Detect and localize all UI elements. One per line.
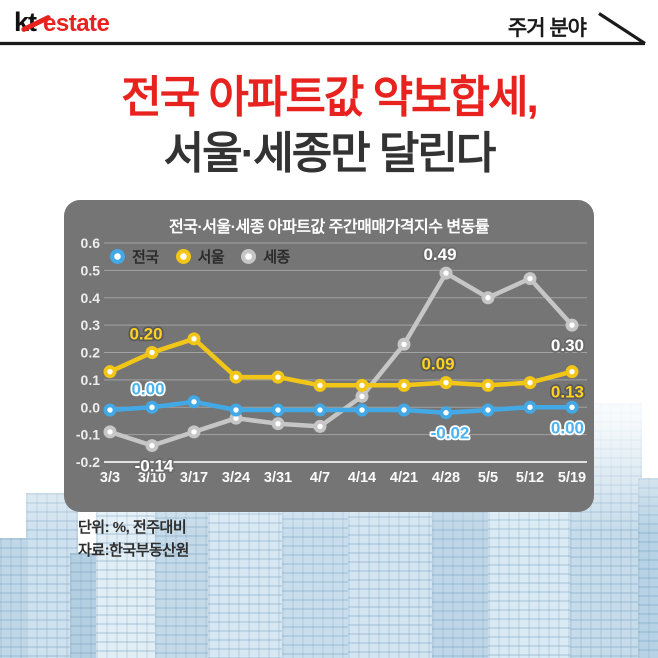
value-label: -0.14: [135, 457, 174, 476]
value-label: 0.09: [421, 355, 454, 374]
chart-title: 전국·서울·세종 아파트값 주간매매가격지수 변동률: [168, 219, 490, 236]
y-tick-label: 0.1: [81, 372, 101, 388]
x-tick-label: 4/14: [348, 470, 376, 486]
legend-label: 전국: [132, 249, 159, 266]
value-label: 0.13: [551, 383, 584, 402]
logo-estate-text: estate: [43, 10, 110, 37]
series-전국: [103, 395, 579, 420]
value-label: 0.49: [423, 245, 456, 264]
legend-dot-sejong-icon: [241, 249, 257, 264]
legend-item-sejong: 세종: [241, 246, 290, 267]
legend-dot-nationwide-icon: [110, 249, 125, 264]
building: [155, 508, 213, 658]
page-title: 전국 아파트값 약보합세, 서울·세종만 달린다: [0, 70, 658, 182]
building: [70, 553, 100, 658]
series-세종: [103, 266, 579, 453]
series-서울: [103, 332, 579, 392]
y-tick-label: 0.5: [81, 262, 101, 278]
x-tick-label: 3/17: [180, 470, 208, 486]
x-tick-label: 5/5: [478, 470, 498, 486]
legend-label: 서울: [197, 249, 225, 266]
legend-dot-seoul-icon: [175, 249, 191, 264]
legend-item-seoul: 서울: [175, 246, 225, 267]
y-tick-label: 0.6: [81, 235, 101, 251]
x-tick-label: 3/3: [100, 470, 120, 486]
weekly-price-chart: 0.6 0.5 0.4 0.3 0.2 0.1 0.0 -0.1 -0.23/3 3/10 3/17…: [76, 235, 587, 486]
x-tick-label: 3/24: [222, 470, 250, 486]
value-label: 0.00: [551, 418, 584, 437]
footnote: 단위: %, 전주대비 자료:한국부동산원: [78, 516, 189, 562]
header-category-label: 주거 분야: [507, 17, 587, 40]
chart-legend: 전국 서울 세종: [110, 246, 290, 267]
page-title-line1: 전국 아파트값 약보합세,: [121, 73, 538, 122]
footnote-unit: 단위: %, 전주대비: [78, 519, 187, 536]
kt-estate-logo: kt estate: [14, 7, 110, 38]
legend-label: 세종: [263, 249, 290, 266]
y-tick-label: 0.0: [81, 399, 101, 415]
logo-kt-text: kt: [14, 7, 37, 37]
value-label: -0.02: [431, 424, 470, 443]
x-tick-label: 5/12: [516, 470, 544, 486]
x-tick-label: 3/31: [264, 470, 292, 486]
value-label: 0.20: [129, 325, 162, 344]
y-tick-label: 0.4: [81, 290, 101, 306]
header: kt estate 주거 분야: [0, 0, 658, 50]
x-tick-label: 4/7: [310, 470, 330, 486]
x-tick-label: 4/21: [390, 470, 418, 486]
header-rule-lines: [0, 12, 646, 46]
legend-item-nationwide: 전국: [110, 246, 159, 267]
footnote-source: 자료:한국부동산원: [78, 542, 189, 559]
x-tick-label: 4/28: [432, 470, 460, 486]
value-label: 0.00: [131, 379, 164, 398]
y-tick-label: 0.3: [81, 317, 101, 333]
weekly-price-chart-panel: 0.6 0.5 0.4 0.3 0.2 0.1 0.0 -0.1 -0.2 3/3 3/10 3/17…: [64, 200, 594, 512]
y-tick-label: -0.2: [76, 454, 100, 470]
y-tick-label: -0.1: [76, 427, 100, 443]
value-label: 0.30: [551, 336, 584, 355]
x-tick-label: 3/10: [138, 470, 166, 486]
x-tick-label: 5/19: [558, 470, 586, 486]
page-title-line2: 서울·세종만 달린다: [163, 129, 497, 178]
y-tick-label: 0.2: [81, 345, 101, 361]
